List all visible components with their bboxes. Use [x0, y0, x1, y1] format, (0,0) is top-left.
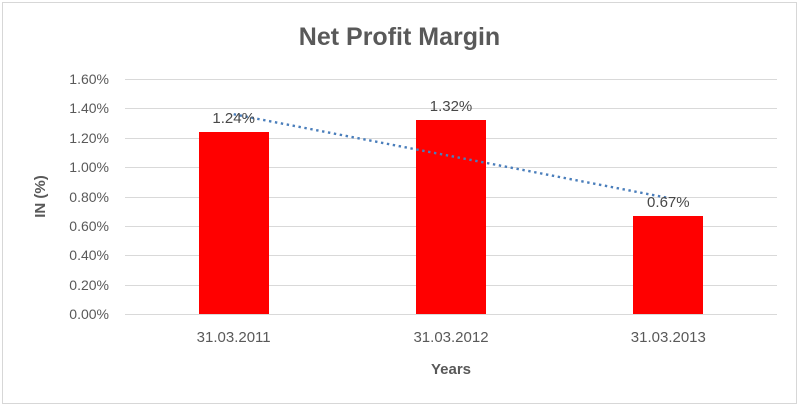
- gridline: [125, 314, 777, 315]
- y-tick-label: 1.00%: [69, 159, 109, 176]
- y-tick-label: 0.60%: [69, 217, 109, 234]
- bar: [633, 215, 704, 314]
- gridline: [125, 79, 777, 80]
- x-axis-title: Years: [430, 361, 472, 378]
- data-label: 1.24%: [212, 109, 255, 127]
- y-tick-label: 0.20%: [69, 276, 109, 293]
- x-axis-labels: 31.03.2011 31.03.2012 31.03.2013: [125, 329, 777, 349]
- trendline: [233, 113, 669, 200]
- chart-title: Net Profit Margin: [298, 23, 501, 51]
- bar: [416, 120, 486, 314]
- gridline: [125, 108, 777, 110]
- y-tick-label: 0.80%: [69, 188, 109, 205]
- data-label: 0.67%: [647, 193, 690, 211]
- x-category-label: 31.03.2011: [196, 329, 271, 346]
- y-tick-label: 0.00%: [69, 306, 109, 322]
- chart-canvas: Net Profit Margin IN (%) 0.00% 0.20% 0.40%…: [2, 2, 797, 404]
- y-tick-label: 1.20%: [69, 129, 109, 146]
- x-category-label: 31.03.2013: [630, 329, 706, 346]
- y-tick-label: 0.40%: [69, 247, 109, 264]
- y-tick-label: 1.60%: [69, 71, 109, 87]
- x-category-label: 31.03.2012: [413, 329, 489, 346]
- data-label: 1.32%: [429, 98, 473, 116]
- trendline-path: [233, 113, 669, 200]
- y-tick-label: 1.40%: [69, 100, 109, 117]
- plot-area: 1.24% 1.32% 0.67%: [125, 79, 777, 315]
- bar: [198, 131, 269, 314]
